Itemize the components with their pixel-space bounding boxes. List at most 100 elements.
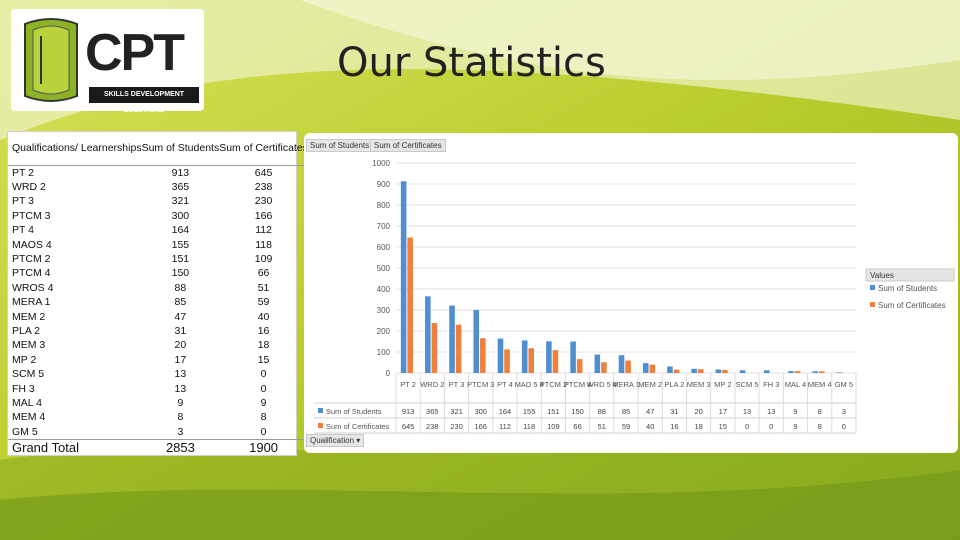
students-cell: 17 (174, 353, 187, 366)
qualification-cell: WRD 2 (12, 180, 46, 193)
legend-swatch (870, 285, 875, 290)
bar-certificates (431, 323, 438, 373)
field-chip-certificates[interactable]: Sum of Certificates (370, 139, 446, 152)
qualification-cell: PTCM 3 (12, 209, 51, 222)
bar-certificates (480, 338, 486, 373)
category-label: FH 3 (763, 380, 779, 389)
category-label: PTCM 2 (540, 380, 568, 389)
filter-label: Qualification (310, 436, 355, 445)
table-row: WRD 2 365 238 (8, 180, 308, 194)
table-row: MERA 1 85 59 (8, 295, 308, 309)
bar-certificates (528, 348, 535, 373)
category-label: GM 5 (835, 380, 853, 389)
students-cell: 13 (174, 382, 187, 395)
qualification-cell: WROS 4 (12, 281, 54, 294)
series-row-label: Sum of Certificates (326, 422, 390, 431)
students-cell: 151 (171, 252, 190, 265)
qualification-cell: PTCM 2 (12, 252, 51, 265)
category-label: MEM 2 (638, 380, 662, 389)
bar-certificates (576, 359, 583, 373)
statistics-table: Qualifications/ Learnerships Sum of Stud… (7, 131, 308, 456)
category-label: WRD 5 4 (587, 380, 617, 389)
qualification-filter-button[interactable]: Qualification ▾ (306, 434, 365, 447)
data-label: 0 (745, 422, 749, 431)
data-label: 13 (767, 407, 775, 416)
students-cell: 13 (174, 368, 187, 381)
category-label: PT 3 (449, 380, 465, 389)
qualification-cell: PLA 2 (12, 324, 41, 337)
header-certificates: Sum of Certificates (219, 132, 308, 166)
students-cell: 321 (171, 195, 190, 208)
students-cell: 85 (174, 296, 187, 309)
certificates-cell: 59 (257, 296, 270, 309)
certificates-cell: 40 (257, 310, 270, 323)
qualification-cell: PTCM 4 (12, 267, 51, 280)
bar-students (667, 366, 673, 373)
certificates-cell: 15 (257, 353, 270, 366)
legend-label: Sum of Students (878, 284, 937, 293)
qualification-cell: FH 3 (12, 382, 35, 395)
bar-students (570, 341, 576, 373)
qualification-cell: SCM 5 (12, 368, 45, 381)
dropdown-arrow-icon: ▾ (356, 436, 361, 445)
category-label: MEM 3 (687, 380, 711, 389)
students-cell: 365 (171, 180, 190, 193)
bar-students (521, 340, 528, 373)
bar-certificates (407, 237, 413, 373)
header-qualification: Qualifications/ Learnerships (8, 132, 142, 166)
data-label: 8 (818, 407, 822, 416)
legend-title: Values (870, 271, 894, 280)
data-label: 18 (694, 422, 702, 431)
bar-students (449, 305, 455, 373)
table-row: MAL 4 9 9 (8, 396, 308, 410)
table-row: MAOS 4 155 118 (8, 238, 308, 252)
table-row: GM 5 3 0 (8, 425, 308, 440)
qualification-cell: MERA 1 (12, 296, 51, 309)
data-label: 31 (670, 407, 678, 416)
bar-students (691, 368, 697, 373)
total-cell: 1900 (219, 439, 308, 456)
bar-certificates (625, 360, 631, 373)
legend-header (865, 268, 955, 282)
legend-swatch (870, 302, 875, 307)
bar-students (546, 341, 552, 373)
category-label: PTCM 3 (467, 380, 495, 389)
bar-students (497, 338, 504, 373)
grand-total-row: Grand Total 2853 1900 (8, 439, 308, 456)
students-cell: 47 (174, 310, 187, 323)
bar-students (739, 370, 746, 373)
data-label: 300 (474, 407, 487, 416)
qualification-cell: PT 4 (12, 224, 34, 237)
bar-certificates (455, 324, 462, 373)
data-label: 118 (523, 422, 535, 431)
table-row: PT 4 164 112 (8, 223, 308, 237)
students-cell: 3 (177, 425, 184, 438)
category-label: PT 2 (400, 380, 416, 389)
bar-certificates (818, 371, 825, 373)
certificates-cell: 18 (257, 339, 270, 352)
y-tick-label: 100 (377, 348, 391, 357)
table-row: PT 2 913 645 (8, 164, 308, 180)
data-label: 155 (523, 407, 536, 416)
bar-students (425, 296, 431, 373)
bar-students (400, 181, 407, 373)
qualification-cell: MEM 4 (12, 411, 46, 424)
bar-certificates (649, 364, 656, 373)
data-label: 151 (547, 407, 560, 416)
data-label: 9 (793, 407, 797, 416)
category-label: SCM 5 (736, 380, 759, 389)
data-label: 0 (769, 422, 773, 431)
data-label: 88 (598, 407, 606, 416)
bar-students (836, 372, 843, 373)
y-tick-label: 300 (377, 306, 391, 315)
bar-certificates (794, 371, 801, 373)
data-label: 321 (450, 407, 463, 416)
data-label: 59 (622, 422, 630, 431)
y-tick-label: 600 (377, 243, 391, 252)
qualification-cell: MAOS 4 (12, 238, 52, 251)
bar-students (473, 310, 480, 373)
category-label: MERA 1 (612, 380, 640, 389)
legend-label: Sum of Certificates (878, 301, 946, 310)
data-label: 51 (598, 422, 606, 431)
